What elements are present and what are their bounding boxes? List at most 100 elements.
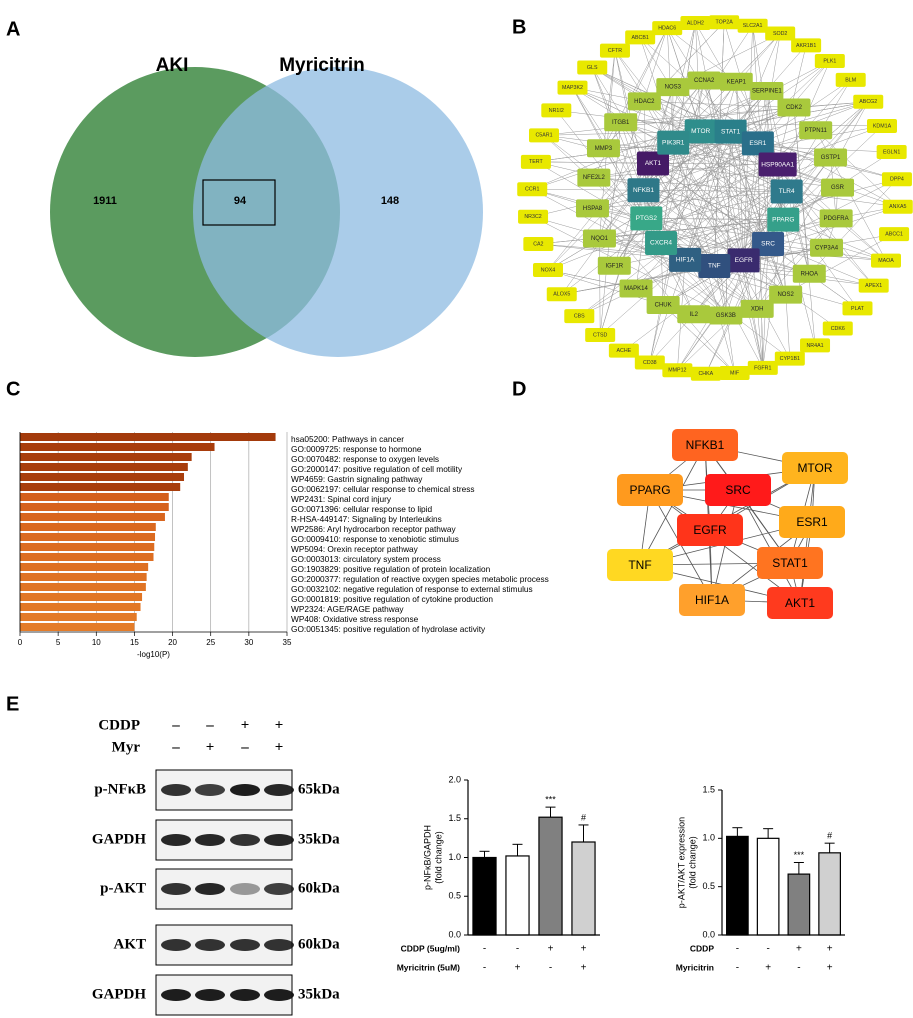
x-tick-label: 0 [18,638,23,647]
bar [20,493,169,501]
bar [726,835,749,936]
edge [662,304,735,374]
node [577,168,611,187]
x-row-label: CDDP (5ug/ml) [401,943,461,953]
x-row-label: CDDP [690,943,714,953]
node-label: NR1I2 [549,108,564,114]
node [646,295,680,314]
node [741,131,774,156]
x-sign: + [581,963,587,974]
panel-label: A [6,18,20,40]
node [517,182,548,197]
edge [660,219,784,244]
node [672,429,738,461]
node-label: MMP3 [595,146,613,152]
panel-label: C [6,378,20,400]
node-label: TOP2A [716,20,734,26]
edges [532,22,898,374]
y-axis-label: p-NFκB/GAPDH [422,825,432,890]
edge [646,218,810,275]
node-label: STAT1 [721,128,741,135]
node [677,514,743,546]
node-label: EGFR [693,523,727,537]
x-sign: + [515,963,521,974]
x-sign: - [736,963,739,974]
node [779,506,845,538]
category-label: WP2431: Spinal cord injury [291,494,392,504]
node [523,236,554,251]
y-tick-label: 0.5 [448,891,461,901]
node-label: PLAT [851,306,865,312]
node-label: AKT1 [645,160,662,167]
category-label: WP4659: Gastrin signaling pathway [291,474,423,484]
node [546,287,577,302]
x-sign: + [827,963,833,974]
category-label: hsa05200: Pathways in cancer [291,434,404,444]
treatment-sign: + [206,739,215,755]
venn-count: 148 [381,195,399,207]
node-label: NFKB1 [686,438,725,452]
edge [538,243,686,261]
edge [603,50,616,149]
edge [592,208,790,359]
blot-band [195,989,225,1001]
node-label: HSPA8 [583,206,603,212]
node [698,253,731,278]
node-label: HDAC2 [634,99,655,105]
edge [815,130,898,207]
node [758,152,797,177]
treatment-sign: + [275,717,284,733]
node [791,38,822,53]
edge [644,101,794,108]
x-sign: + [765,963,771,974]
edge [614,81,737,266]
annotation: *** [794,850,805,860]
node-label: ABCB1 [631,35,648,41]
node [627,92,661,111]
blot-band [230,989,260,1001]
edge [672,86,898,208]
node-label: GLS [587,65,598,71]
node [774,351,805,366]
node [727,248,760,273]
node-label: ALOX5 [553,292,570,298]
node-label: CCR1 [525,187,539,193]
venn-box [202,179,276,226]
x-axis-label: -log10(P) [137,650,170,659]
blot-band [230,784,260,796]
node-label: KEAP1 [727,79,747,85]
bar [20,453,192,461]
node [684,119,717,144]
node [604,113,638,132]
node-label: PIK3R1 [662,139,685,146]
edge [737,489,801,604]
bar [20,613,137,621]
edge [599,238,601,336]
x-sign: + [827,944,833,955]
node-label: APEX1 [865,283,882,289]
node [858,278,889,293]
node-label: PLK1 [823,58,836,64]
blot-band [230,834,260,846]
bar [505,855,530,936]
node-label: HIF1A [676,257,695,264]
blot-band [230,939,260,951]
node [881,172,912,187]
node-label: PPARG [629,483,670,497]
node [690,366,721,381]
node [662,363,693,378]
edge [684,143,759,260]
blot-band [264,939,294,951]
edge [684,33,781,260]
category-label: GO:0051345: positive regulation of hydro… [291,624,486,634]
x-tick-label: 10 [92,638,101,647]
y-tick-label: 1.0 [702,833,715,843]
blot-band [264,784,294,796]
node-label: ACHE [617,348,632,354]
blot-band [195,834,225,846]
treatment-sign: – [240,739,249,755]
node-label: ABCG2 [859,99,877,105]
node [627,178,660,203]
node [799,121,833,140]
node [709,15,740,30]
